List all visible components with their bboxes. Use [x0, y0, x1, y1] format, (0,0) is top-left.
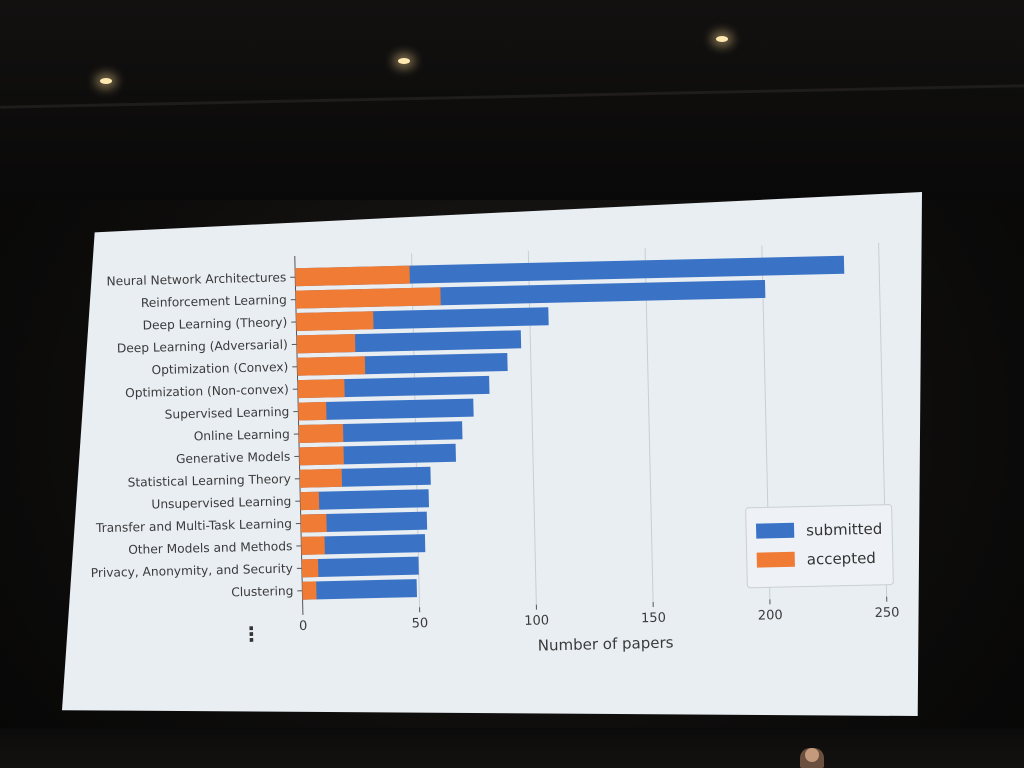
submitted-bar: [295, 255, 845, 287]
accepted-bar: [299, 446, 344, 466]
x-tick-label: 250: [874, 605, 899, 621]
accepted-bar: [298, 401, 327, 421]
category-label: Deep Learning (Adversarial): [117, 338, 288, 356]
category-label: Statistical Learning Theory: [127, 472, 291, 490]
x-axis-title: Number of papers: [538, 634, 674, 655]
ceiling-background: [0, 0, 1024, 200]
legend-label-submitted: submitted: [806, 520, 883, 540]
plot-group: Neural Network Architectures Reinforcemen…: [91, 242, 900, 655]
accepted-bar: [296, 334, 356, 354]
accepted-bar: [302, 581, 317, 600]
legend-swatch-submitted: [755, 522, 795, 539]
projector-screen: Neural Network Architectures Reinforcemen…: [62, 192, 922, 716]
submitted-bar: [301, 556, 419, 578]
stage-edge: [0, 728, 1024, 768]
category-label: Deep Learning (Theory): [143, 315, 288, 332]
category-label: Online Learning: [194, 427, 290, 443]
x-tick-label: 200: [758, 608, 783, 624]
x-tick-label: 50: [412, 616, 429, 631]
submitted-bar: [297, 375, 490, 399]
continuation-marker: ⋮: [241, 622, 262, 646]
accepted-bar: [297, 356, 366, 376]
accepted-bar: [299, 468, 343, 488]
submitted-bar: [300, 511, 428, 533]
gridline: [644, 248, 654, 602]
category-label: Transfer and Multi-Task Learning: [95, 517, 292, 535]
x-tick-label: 0: [299, 619, 308, 634]
accepted-bar: [301, 536, 325, 555]
ceiling-light: [398, 58, 410, 64]
accepted-bar: [300, 513, 327, 533]
presenter-head: [805, 748, 819, 762]
category-label: Generative Models: [176, 450, 291, 467]
bar-chart: Neural Network Architectures Reinforcemen…: [91, 242, 900, 655]
ceiling-light: [100, 78, 112, 84]
accepted-bar: [301, 558, 319, 578]
category-label: Privacy, Anonymity, and Security: [91, 562, 293, 581]
category-label: Optimization (Non-convex): [125, 382, 289, 400]
submitted-bar: [298, 398, 474, 421]
accepted-bar: [297, 379, 345, 399]
submitted-bar: [301, 534, 426, 555]
legend-label-accepted: accepted: [807, 549, 876, 569]
accepted-bar: [300, 491, 320, 511]
accepted-bar: [295, 265, 410, 287]
legend-box: [745, 504, 894, 589]
category-label: Reinforcement Learning: [141, 293, 287, 310]
legend-swatch-accepted: [756, 551, 795, 568]
category-label: Clustering: [231, 584, 293, 599]
category-label: Supervised Learning: [165, 405, 290, 422]
x-tick-label: 150: [641, 611, 666, 627]
accepted-bar: [296, 311, 374, 331]
category-label: Other Models and Methods: [128, 539, 292, 557]
submitted-bar: [300, 489, 429, 511]
gridline: [527, 250, 537, 605]
category-label: Unsupervised Learning: [151, 494, 291, 511]
accepted-bar: [298, 423, 344, 443]
ceiling-light: [716, 36, 728, 42]
category-label: Optimization (Convex): [151, 360, 288, 377]
x-tick-label: 100: [524, 613, 549, 629]
submitted-bar: [302, 579, 418, 600]
accepted-bar: [295, 287, 441, 309]
category-label: Neural Network Architectures: [106, 270, 286, 288]
